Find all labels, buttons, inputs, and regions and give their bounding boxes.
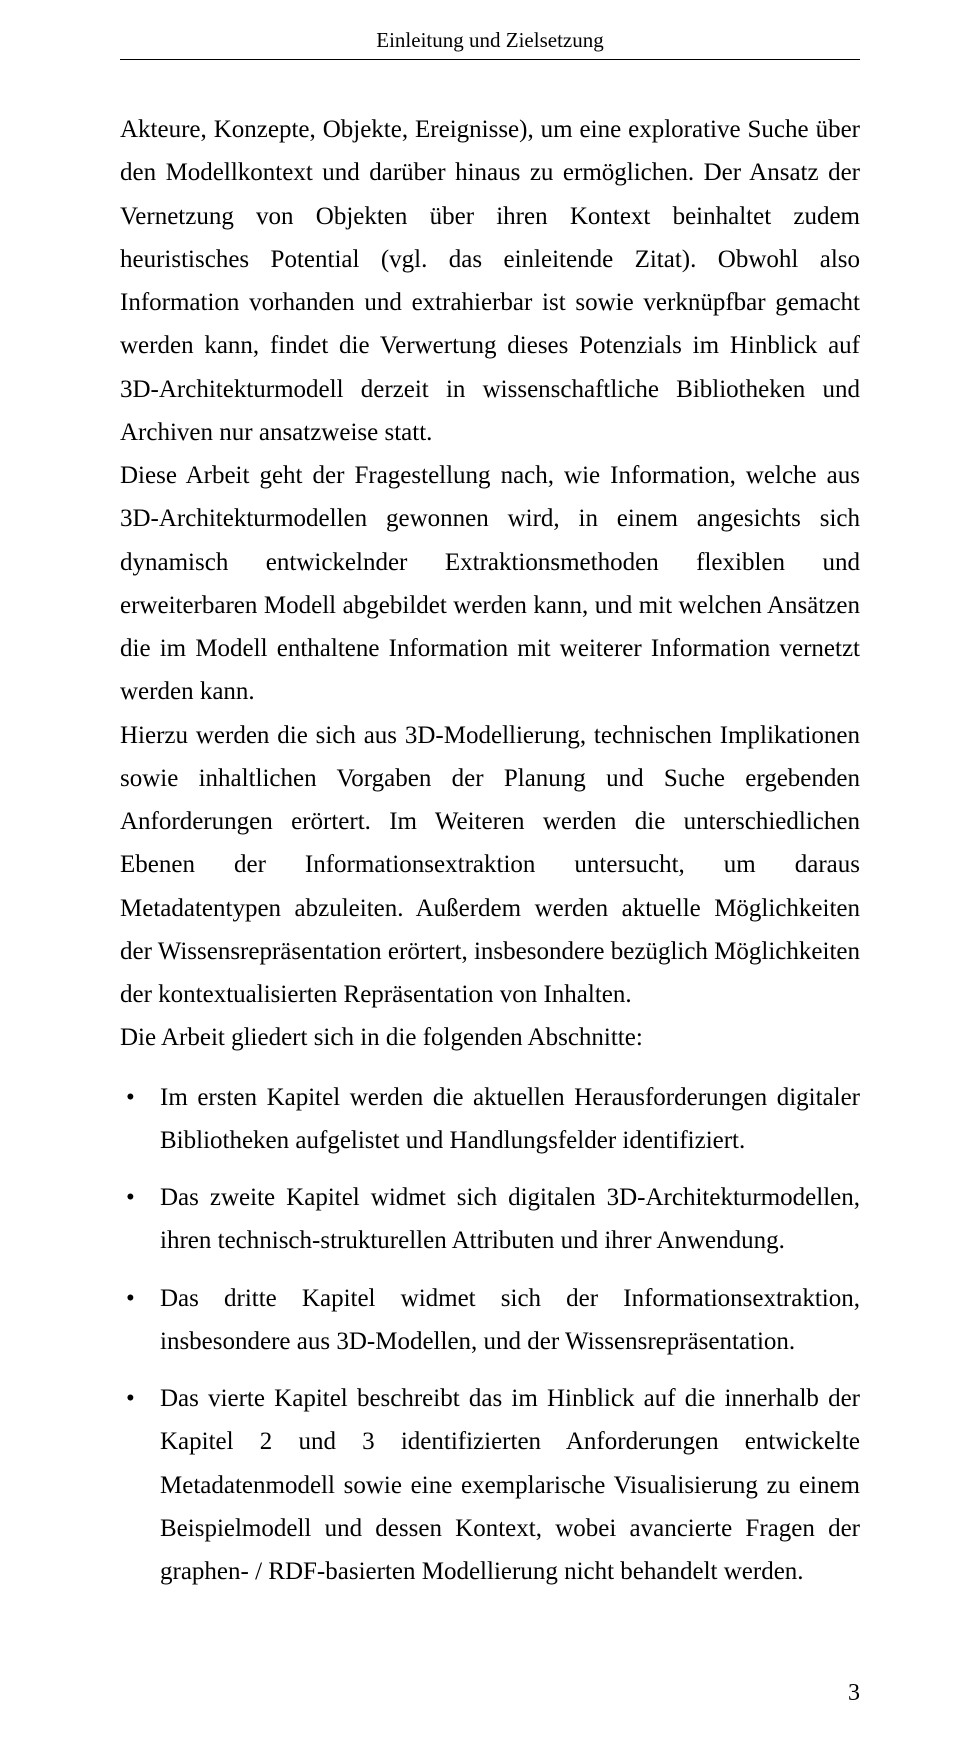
- running-header: Einleitung und Zielsetzung: [120, 28, 860, 53]
- list-item: Das zweite Kapitel widmet sich digitalen…: [120, 1176, 860, 1263]
- list-item: Das vierte Kapitel beschreibt das im Hin…: [120, 1377, 860, 1593]
- header-rule: [120, 59, 860, 60]
- paragraph-2: Diese Arbeit geht der Fragestellung nach…: [120, 454, 860, 714]
- page: Einleitung und Zielsetzung Akteure, Konz…: [0, 0, 960, 1745]
- chapter-list: Im ersten Kapitel werden die aktuellen H…: [120, 1076, 860, 1594]
- paragraph-1: Akteure, Konzepte, Objekte, Ereignisse),…: [120, 108, 860, 454]
- list-item: Im ersten Kapitel werden die aktuellen H…: [120, 1076, 860, 1163]
- list-item: Das dritte Kapitel widmet sich der Infor…: [120, 1277, 860, 1364]
- paragraph-4: Die Arbeit gliedert sich in die folgende…: [120, 1016, 860, 1059]
- page-number: 3: [848, 1680, 860, 1707]
- paragraph-3: Hierzu werden die sich aus 3D-Modellieru…: [120, 714, 860, 1017]
